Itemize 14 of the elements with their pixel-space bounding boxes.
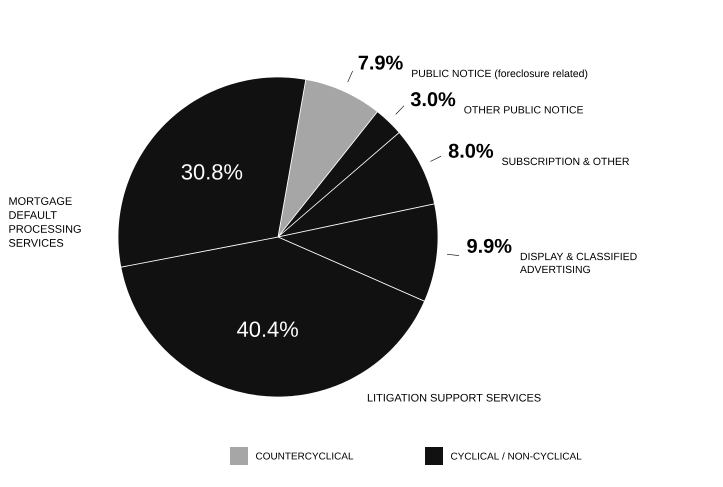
data-label: 40.4% <box>237 321 298 337</box>
data-label: 7.9% <box>358 56 403 70</box>
data-label: 9.9% <box>467 238 512 253</box>
slice-label: MORTGAGE DEFAULT PROCESSING SERVICES <box>8 197 81 247</box>
data-label: 8.0% <box>448 144 494 158</box>
data-label: 30.8% <box>182 164 242 180</box>
data-label: 3.0% <box>410 92 456 106</box>
slice-label: PUBLIC NOTICE (foreclosure related) <box>412 69 588 80</box>
text: COUNTERCYCLICAL <box>256 452 354 460</box>
text: CYCLICAL / NON-CYCLICAL <box>451 452 582 460</box>
slice-label: LITIGATION SUPPORT SERVICES <box>368 394 541 402</box>
slice-label: OTHER PUBLIC NOTICE <box>464 106 584 114</box>
slice-label: SUBSCRIPTION & OTHER <box>502 158 629 166</box>
slice-label: DISPLAY & CLASSIFIED ADVERTISING <box>520 252 637 274</box>
